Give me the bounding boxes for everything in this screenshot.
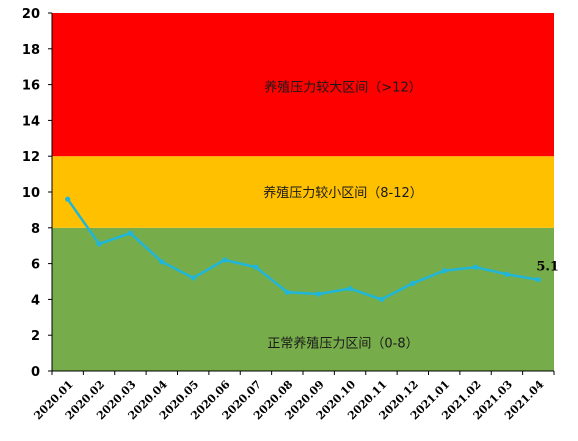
data-point — [159, 259, 165, 265]
zone-band-1 — [52, 156, 554, 228]
data-point — [65, 196, 71, 202]
data-point — [316, 291, 322, 297]
axes-layer — [48, 12, 555, 375]
y-tick-label: 8 — [31, 222, 40, 237]
data-point — [347, 286, 353, 292]
zones-layer — [52, 13, 554, 371]
data-point — [190, 275, 196, 281]
data-point — [96, 241, 102, 247]
zone-band-0 — [52, 227, 554, 371]
data-point — [221, 257, 228, 263]
zone-label-medium: 养殖压力较小区间（8-12） — [263, 185, 423, 201]
data-point — [127, 230, 134, 236]
annotations-layer: 5.1 — [536, 260, 559, 275]
data-point — [253, 264, 259, 270]
data-point — [441, 268, 447, 274]
y-tick-label: 14 — [22, 114, 40, 129]
y-tick-label: 12 — [22, 150, 40, 165]
y-tick-label: 2 — [31, 329, 40, 344]
y-tick-labels: 0 2 4 6 8 10 12 14 16 18 20 — [22, 7, 40, 380]
data-point — [504, 271, 510, 277]
zone-label-high: 养殖压力较大区间（>12） — [264, 79, 421, 95]
y-tick-label: 20 — [22, 7, 40, 22]
data-label: 5.1 — [536, 260, 559, 275]
y-tick-label: 4 — [31, 293, 40, 308]
y-tick-label: 10 — [22, 186, 40, 201]
data-point — [472, 264, 479, 270]
data-point — [378, 296, 385, 302]
zone-label-normal: 正常养殖压力区间（0-8） — [267, 335, 418, 351]
data-point — [410, 280, 416, 286]
data-point — [535, 277, 541, 283]
zone-band-2 — [52, 13, 554, 157]
y-tick-label: 0 — [31, 365, 40, 380]
series-line — [66, 198, 539, 301]
y-tick-label: 6 — [31, 258, 40, 273]
y-tick-label: 18 — [22, 43, 40, 58]
data-point — [284, 289, 290, 295]
zone-labels-layer: 养殖压力较大区间（>12） 养殖压力较小区间（8-12） 正常养殖压力区间（0-… — [263, 79, 423, 351]
series-layer — [65, 196, 541, 302]
x-tick-labels: 2020.012020.022020.032020.042020.052020.… — [31, 378, 546, 423]
y-tick-label: 16 — [22, 79, 40, 94]
